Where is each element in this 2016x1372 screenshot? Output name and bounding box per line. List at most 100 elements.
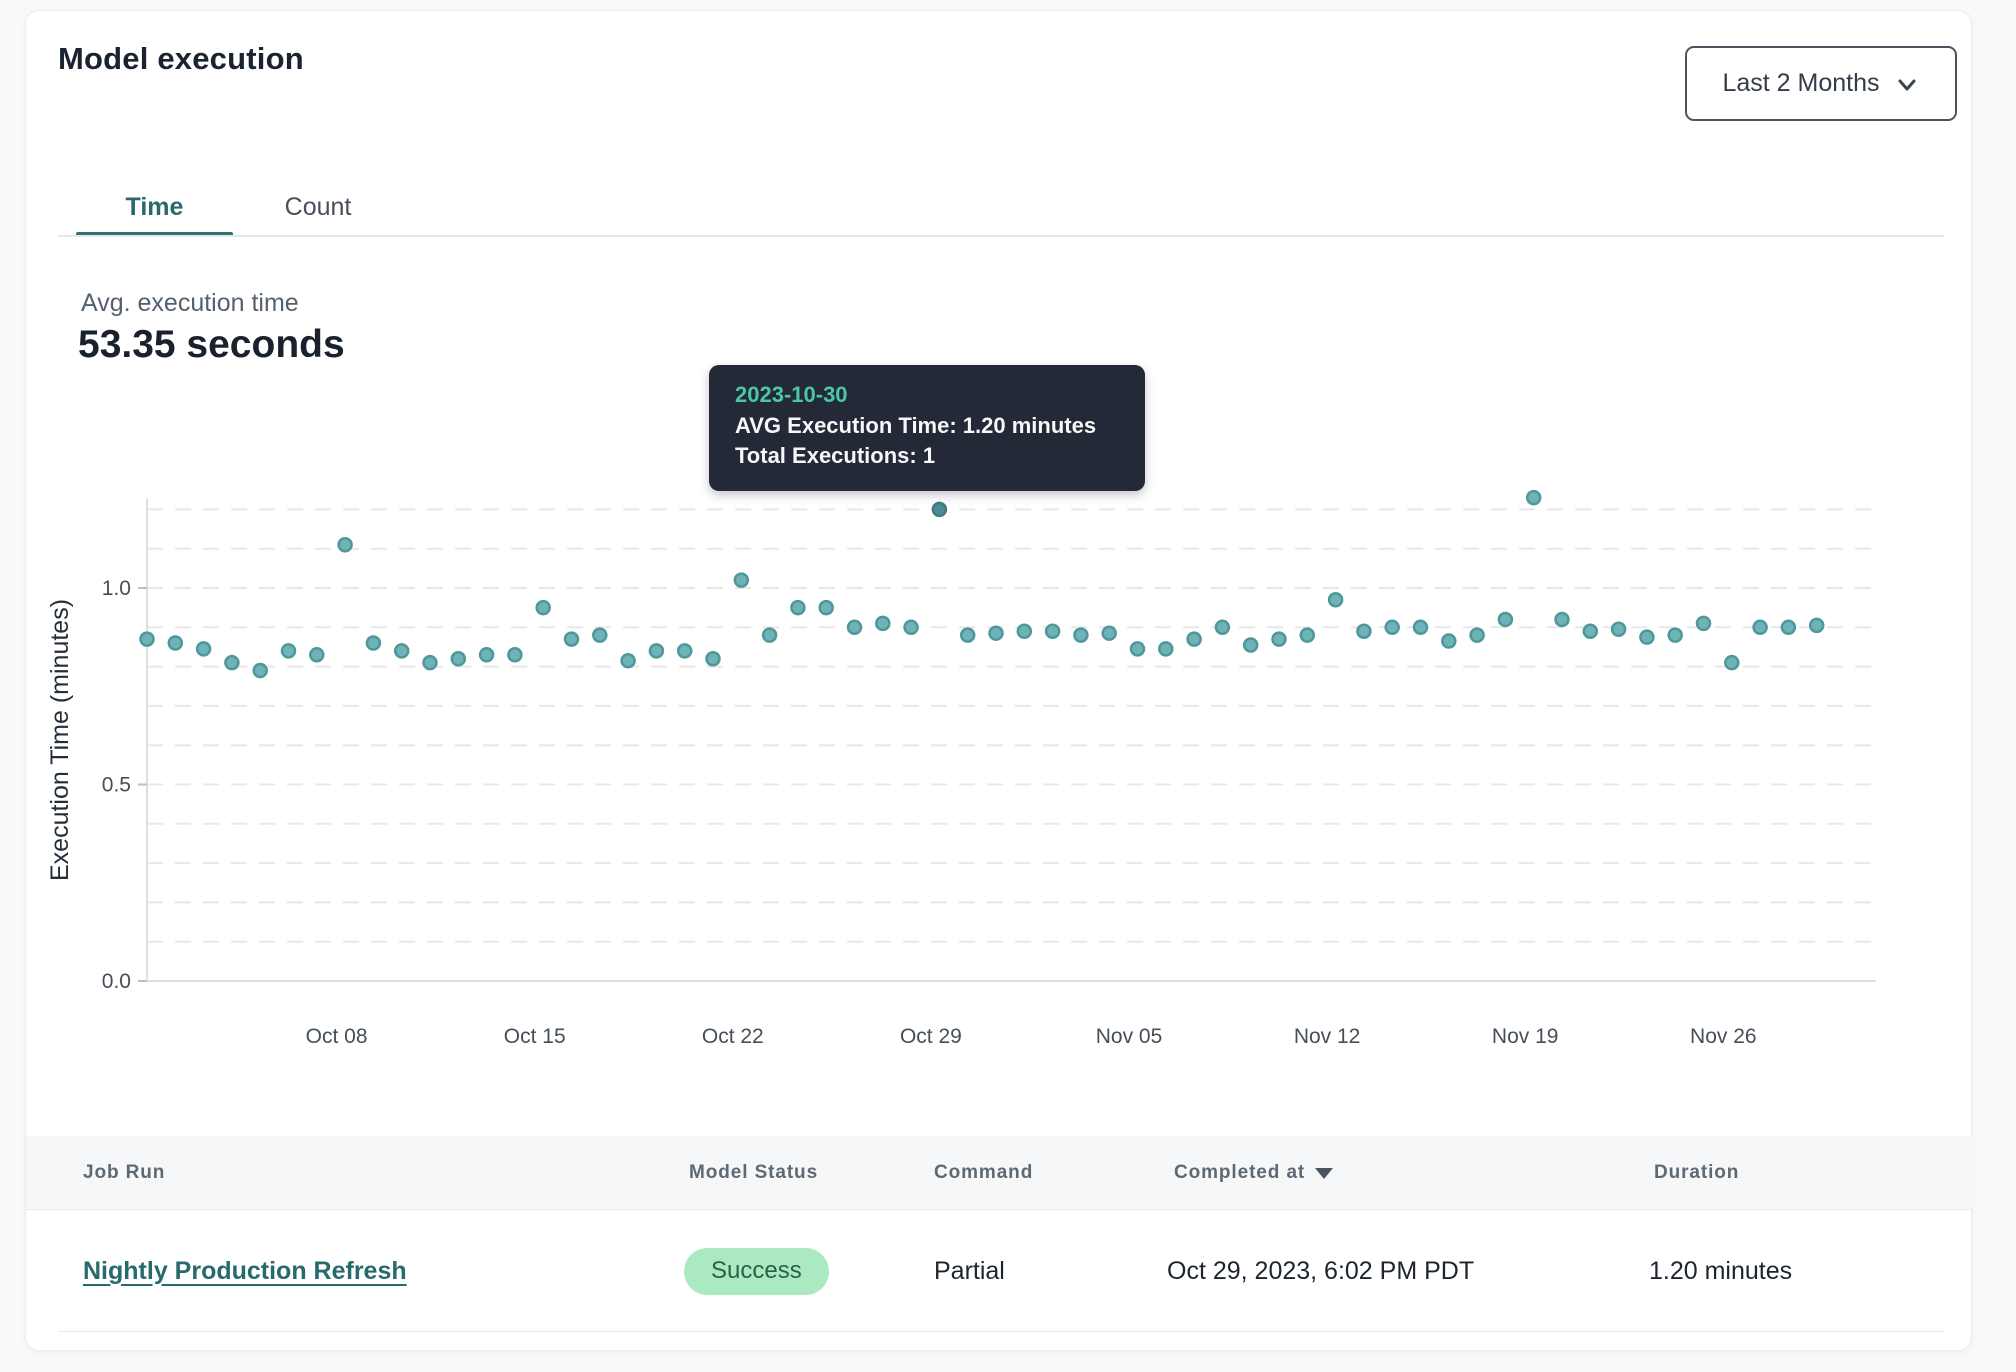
- scatter-point[interactable]: [846, 619, 863, 636]
- scatter-point[interactable]: [1073, 627, 1089, 643]
- scatter-point[interactable]: [790, 599, 806, 616]
- scatter-point[interactable]: [1639, 629, 1655, 645]
- execution-scatter-chart[interactable]: 0.0 0.5 1.0 Execution Time (minutes) Oct 08 O…: [26, 11, 1973, 1352]
- scatter-point[interactable]: [1214, 619, 1231, 636]
- row-divider: [58, 1331, 1944, 1332]
- scatter-point[interactable]: [1327, 592, 1344, 608]
- scatter-point[interactable]: [1384, 619, 1400, 636]
- column-header-job-run: Job Run: [83, 1162, 166, 1183]
- scatter-point[interactable]: [676, 643, 693, 659]
- table-header: Job Run Model Status Command Completed a…: [26, 1136, 1973, 1210]
- scatter-point[interactable]: [1129, 641, 1146, 657]
- scatter-point[interactable]: [139, 631, 155, 647]
- y-axis-title: Execution Time (minutes): [46, 599, 74, 881]
- scatter-point[interactable]: [252, 662, 268, 679]
- scatter-point[interactable]: [1808, 617, 1825, 634]
- completed-at-cell: Oct 29, 2023, 6:02 PM PDT: [1167, 1256, 1475, 1285]
- scatter-point[interactable]: [365, 635, 382, 651]
- scatter-point[interactable]: [1610, 621, 1627, 638]
- scatter-point[interactable]: [309, 647, 325, 663]
- avg-execution-time-label: Avg. execution time: [81, 289, 299, 317]
- x-tick-label: Nov 26: [1690, 1025, 1757, 1048]
- scatter-point-highlighted[interactable]: [931, 501, 948, 518]
- tooltip-total-executions: Total Executions: 1: [735, 443, 936, 468]
- command-cell: Partial: [934, 1256, 1005, 1285]
- scatter-point[interactable]: [1356, 623, 1372, 639]
- tooltip-date: 2023-10-30: [735, 382, 848, 407]
- column-header-command: Command: [934, 1162, 1034, 1183]
- scatter-point[interactable]: [1525, 489, 1542, 506]
- table-row: Nightly Production Refresh Success Parti…: [26, 1210, 1973, 1332]
- x-tick-label: Oct 29: [900, 1025, 962, 1048]
- scatter-point[interactable]: [1441, 633, 1457, 649]
- scatter-point[interactable]: [959, 627, 976, 643]
- scatter-point[interactable]: [1299, 627, 1316, 643]
- scatter-point[interactable]: [478, 647, 495, 663]
- scatter-point[interactable]: [1752, 619, 1768, 636]
- x-tick-label: Nov 12: [1294, 1025, 1361, 1048]
- scatter-point[interactable]: [733, 572, 750, 588]
- x-tick-label: Oct 15: [504, 1025, 566, 1048]
- tab-count[interactable]: Count: [233, 176, 403, 239]
- tab-time-label: Time: [125, 193, 184, 221]
- scatter-point[interactable]: [875, 615, 891, 632]
- x-tick-label: Oct 22: [702, 1025, 764, 1048]
- scatter-point[interactable]: [1582, 623, 1599, 639]
- scatter-point[interactable]: [450, 650, 467, 667]
- scatter-point[interactable]: [1186, 631, 1202, 647]
- chevron-down-icon: [1894, 71, 1920, 97]
- scatter-point[interactable]: [195, 641, 212, 657]
- scatter-point[interactable]: [1101, 625, 1117, 641]
- column-header-completed-at[interactable]: Completed at: [1174, 1136, 1334, 1210]
- scatter-point[interactable]: [1158, 641, 1174, 657]
- active-tab-indicator: [76, 232, 233, 237]
- scatter-point[interactable]: [167, 635, 184, 651]
- scatter-point[interactable]: [705, 650, 721, 667]
- scatter-point[interactable]: [1242, 637, 1259, 653]
- date-range-label: Last 2 Months: [1722, 69, 1880, 97]
- scatter-point[interactable]: [1780, 619, 1797, 636]
- scatter-point[interactable]: [1271, 631, 1287, 647]
- column-header-duration: Duration: [1654, 1162, 1740, 1183]
- scatter-point[interactable]: [224, 654, 240, 671]
- scatter-point[interactable]: [592, 627, 608, 643]
- scatter-point[interactable]: [280, 643, 297, 659]
- scatter-point[interactable]: [1412, 619, 1429, 636]
- scatter-point[interactable]: [1469, 627, 1485, 643]
- scatter-point[interactable]: [620, 652, 636, 669]
- duration-cell: 1.20 minutes: [1649, 1256, 1793, 1285]
- scatter-point[interactable]: [337, 537, 353, 553]
- scatter-point[interactable]: [1497, 611, 1514, 628]
- job-run-link[interactable]: Nightly Production Refresh: [83, 1256, 407, 1285]
- scatter-point[interactable]: [535, 599, 551, 616]
- scatter-point[interactable]: [422, 654, 438, 671]
- scatter-point[interactable]: [393, 643, 410, 659]
- y-tick-label: 0.5: [102, 774, 131, 797]
- date-range-dropdown[interactable]: Last 2 Months: [1685, 46, 1957, 121]
- scatter-point[interactable]: [1667, 627, 1683, 643]
- model-execution-card: Model execution Last 2 Months Time Count…: [25, 10, 1973, 1352]
- scatter-point[interactable]: [1016, 623, 1033, 639]
- sort-desc-icon: [1315, 1167, 1334, 1179]
- scatter-point[interactable]: [1044, 623, 1061, 639]
- y-tick-label: 0.0: [102, 970, 131, 993]
- column-header-model-status: Model Status: [689, 1162, 819, 1183]
- scatter-point[interactable]: [903, 619, 919, 636]
- scatter-point[interactable]: [1724, 654, 1740, 671]
- scatter-point[interactable]: [648, 643, 665, 659]
- tooltip-avg-execution: AVG Execution Time: 1.20 minutes: [735, 413, 1097, 438]
- scatter-point[interactable]: [818, 599, 834, 616]
- scatter-point[interactable]: [988, 625, 1004, 641]
- tabs-separator: [58, 235, 1944, 237]
- scatter-point[interactable]: [1695, 615, 1712, 632]
- chart-tooltip: 2023-10-30 AVG Execution Time: 1.20 minu…: [709, 365, 1145, 491]
- scatter-point[interactable]: [761, 627, 778, 643]
- x-tick-label: Oct 08: [306, 1025, 368, 1048]
- scatter-point[interactable]: [507, 647, 523, 663]
- x-tick-label: Nov 19: [1492, 1025, 1559, 1048]
- y-tick-label: 1.0: [102, 577, 131, 600]
- scatter-point[interactable]: [563, 631, 580, 647]
- scatter-point[interactable]: [1554, 611, 1570, 628]
- tab-time[interactable]: Time: [76, 176, 233, 239]
